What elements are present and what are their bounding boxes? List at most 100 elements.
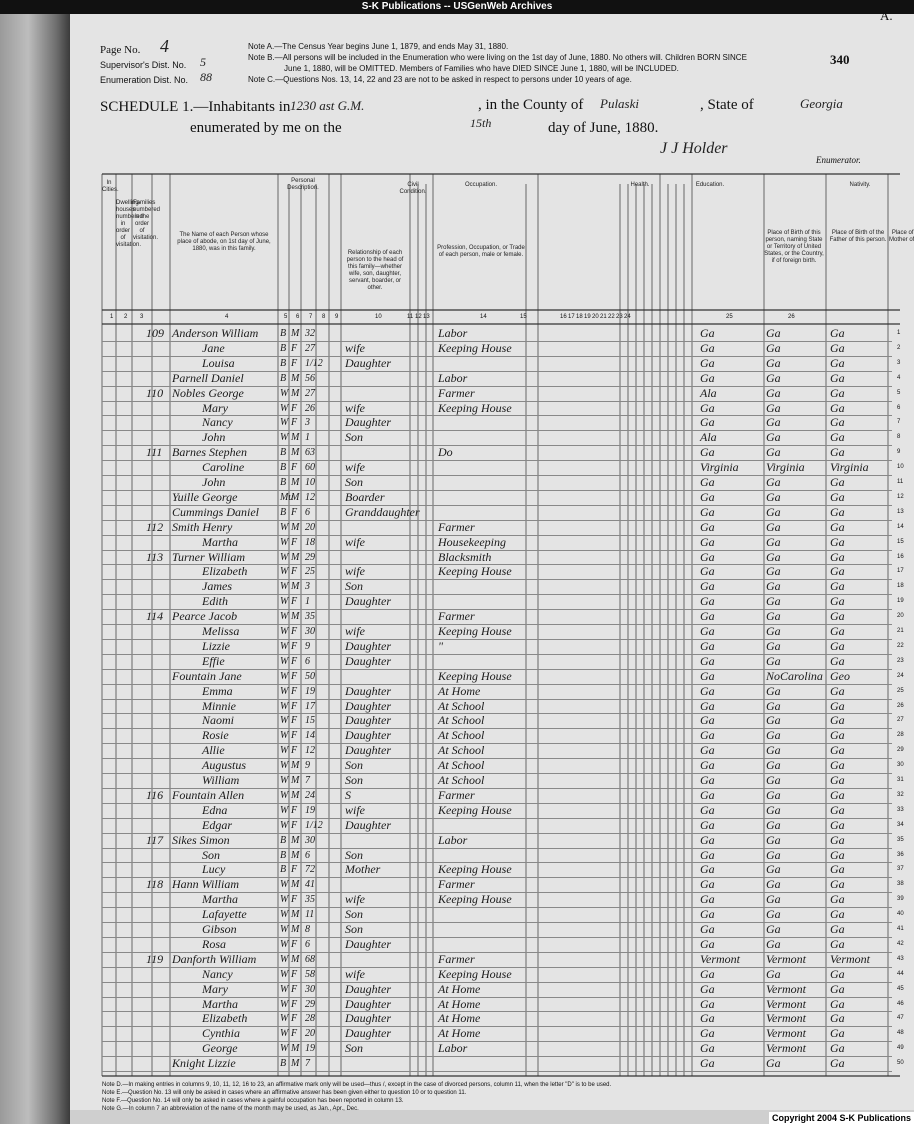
entry-occupation: Keeping House	[438, 862, 512, 877]
entry-color: B	[280, 864, 287, 876]
entry-father: Ga	[766, 624, 781, 638]
entry-occupation: At Home	[438, 1026, 481, 1041]
entry-color: W	[280, 596, 289, 608]
entry-age: 3	[305, 417, 310, 429]
row-rule	[102, 445, 892, 447]
entry-father: Ga	[766, 326, 781, 340]
entry-name: Sikes Simon	[172, 832, 230, 847]
entry-age: 9	[305, 640, 310, 652]
entry-color: W	[280, 655, 289, 667]
entry-sex: M	[291, 760, 300, 772]
entry-age: 32	[305, 328, 315, 339]
county: Pulaski	[600, 96, 639, 111]
entry-father: Ga	[766, 430, 781, 445]
entry-father: Virginia	[766, 460, 805, 475]
entry-mother: Ga	[830, 430, 845, 445]
line-number: 37	[897, 866, 904, 873]
entry-dwelling: 114	[146, 609, 164, 624]
entry-father: Ga	[766, 549, 781, 564]
entry-mother: Ga	[830, 415, 845, 430]
entry-sex: M	[291, 372, 300, 384]
entry-occupation: Housekeeping	[438, 534, 506, 549]
entry-name: Nobles George	[172, 385, 244, 400]
entry-relationship: Son	[345, 579, 363, 594]
entry-name: Danforth William	[172, 951, 257, 966]
entry-birth: Ga	[700, 638, 715, 653]
entry-relationship: Daughter	[345, 728, 391, 743]
line-number: 47	[897, 1015, 904, 1022]
entry-occupation: At School	[438, 713, 485, 728]
entry-age: 60	[305, 462, 315, 474]
row-rule	[102, 519, 892, 521]
entry-relationship: Daughter	[345, 1011, 391, 1026]
entry-color: Mu	[280, 491, 294, 503]
entry-color: W	[280, 670, 289, 682]
census-sheet	[70, 14, 914, 1110]
entry-relationship: wife	[345, 460, 365, 475]
column-number: 8	[322, 314, 326, 320]
entry-sex: F	[291, 357, 298, 369]
entry-occupation: Keeping House	[438, 892, 512, 907]
entry-birth: Ga	[700, 996, 715, 1011]
entry-mother: Ga	[830, 504, 845, 519]
entry-relationship: wife	[345, 564, 365, 579]
entry-age: 8	[305, 924, 310, 935]
column-number: 26	[788, 314, 795, 320]
entry-dwelling: 116	[146, 787, 164, 802]
entry-sex: F	[291, 819, 298, 831]
entry-sex: F	[291, 894, 298, 906]
entry-color: W	[280, 536, 289, 548]
column-number: 23	[616, 314, 623, 320]
entry-mother: Ga	[830, 1056, 845, 1071]
entry-color: B	[280, 357, 287, 369]
entry-birth: Ga	[700, 892, 715, 907]
entry-relationship: wife	[345, 892, 365, 907]
column-heading: Personal Description.	[287, 178, 319, 191]
header-note: June 1, 1880, will be OMITTED. Members o…	[284, 64, 679, 73]
line-number: 6	[897, 404, 901, 411]
row-rule	[102, 668, 892, 670]
entry-mother: Ga	[830, 847, 845, 862]
entry-birth: Ga	[700, 1041, 715, 1056]
entry-name: Edith	[202, 594, 228, 609]
entry-age: 7	[305, 775, 310, 786]
entry-age: 35	[305, 894, 315, 906]
entry-relationship: Son	[345, 773, 363, 787]
entry-color: W	[280, 819, 289, 831]
column-number: 7	[309, 314, 313, 320]
entry-occupation: At Home	[438, 981, 481, 996]
ruling	[101, 173, 900, 1077]
page-label: Page No.	[100, 44, 141, 56]
enumerator-label: Enumerator.	[816, 155, 861, 165]
entry-age: 58	[305, 968, 315, 980]
entry-name: Yuille George	[172, 489, 238, 504]
entry-color: B	[280, 477, 287, 488]
entry-name: Melissa	[202, 624, 240, 638]
line-number: 38	[897, 881, 904, 888]
entry-birth: Virginia	[700, 460, 739, 475]
entry-sex: F	[291, 417, 298, 429]
entry-father: Vermont	[766, 1026, 806, 1041]
entry-sex: F	[291, 715, 298, 727]
row-rule	[102, 475, 892, 476]
entry-birth: Ga	[700, 534, 715, 549]
entry-sex: F	[291, 640, 298, 652]
entry-name: Lucy	[202, 862, 226, 877]
entry-color: W	[280, 760, 289, 772]
entry-name: Caroline	[202, 460, 245, 475]
row-rule	[102, 624, 892, 625]
entry-relationship: Daughter	[345, 981, 391, 996]
entry-age: 68	[305, 953, 315, 965]
row-rule	[102, 683, 892, 685]
entry-sex: M	[291, 879, 300, 891]
entry-occupation: At Home	[438, 683, 481, 698]
entry-age: 1/12	[305, 357, 323, 369]
entry-name: Effie	[202, 653, 225, 668]
entry-color: W	[280, 924, 289, 935]
entry-age: 19	[305, 685, 315, 697]
row-rule	[102, 489, 892, 491]
entry-color: W	[280, 745, 289, 757]
entry-occupation: Keeping House	[438, 802, 512, 817]
row-rule	[102, 504, 892, 506]
frame	[102, 173, 900, 1077]
